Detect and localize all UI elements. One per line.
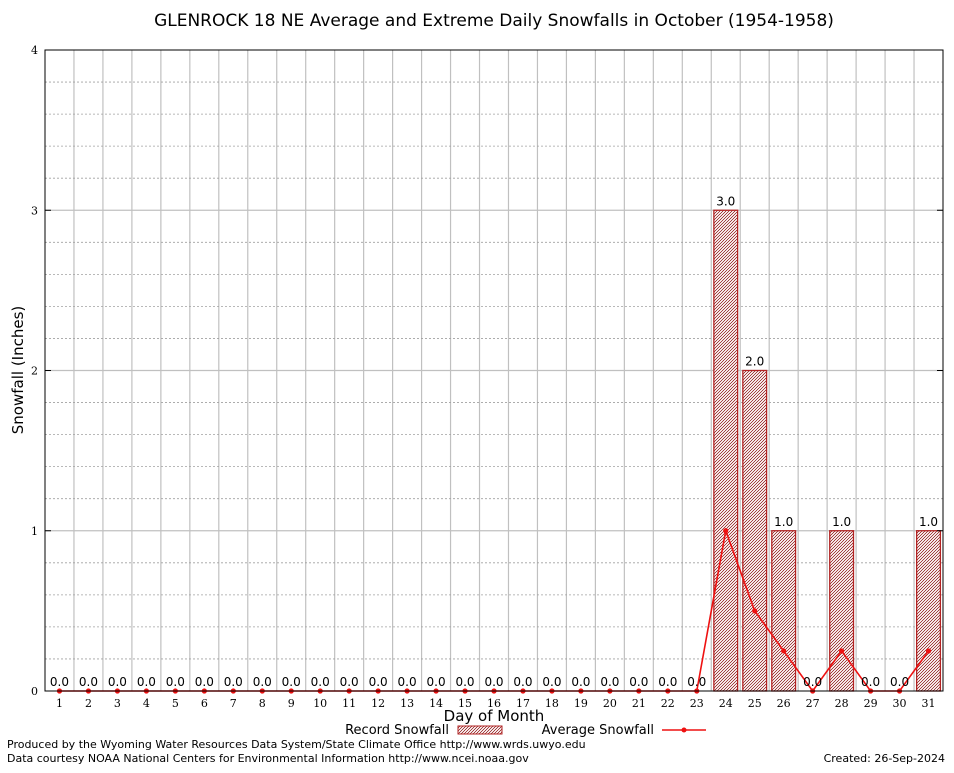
record-value-label: 0.0	[687, 675, 706, 689]
x-tick-label: 5	[172, 697, 179, 710]
record-value-label: 0.0	[629, 675, 648, 689]
record-value-label: 0.0	[803, 675, 822, 689]
record-value-label: 0.0	[79, 675, 98, 689]
y-tick-label: 4	[31, 44, 38, 57]
record-value-label: 0.0	[484, 675, 503, 689]
x-tick-label: 25	[748, 697, 762, 710]
record-value-label: 0.0	[600, 675, 619, 689]
record-value-label: 1.0	[774, 515, 793, 529]
record-value-label: 0.0	[369, 675, 388, 689]
x-tick-label: 4	[143, 697, 150, 710]
x-tick-label: 7	[230, 697, 237, 710]
x-tick-label: 21	[632, 697, 646, 710]
record-value-label: 0.0	[890, 675, 909, 689]
record-snowfall-bar	[742, 369, 768, 692]
record-value-label: 0.0	[166, 675, 185, 689]
x-tick-label: 27	[806, 697, 820, 710]
y-axis-label: Snowfall (Inches)	[9, 306, 27, 434]
record-value-label: 2.0	[745, 355, 764, 369]
average-snowfall-point	[925, 648, 932, 654]
record-value-label: 0.0	[108, 675, 127, 689]
x-tick-label: 3	[114, 697, 121, 710]
y-tick-label: 2	[31, 365, 38, 378]
average-snowfall-point	[723, 528, 729, 534]
x-tick-label: 1	[56, 697, 63, 710]
record-value-label: 0.0	[195, 675, 214, 689]
x-tick-label: 13	[400, 697, 414, 710]
x-axis-label: Day of Month	[444, 707, 545, 725]
average-snowfall-point	[839, 648, 845, 654]
x-tick-label: 12	[371, 697, 385, 710]
footer-data-courtesy: Data courtesy NOAA National Centers for …	[7, 752, 529, 765]
x-tick-label: 8	[259, 697, 266, 710]
x-tick-label: 22	[661, 697, 675, 710]
x-tick-label: 14	[429, 697, 443, 710]
record-snowfall-bar	[829, 530, 855, 692]
x-tick-label: 19	[574, 697, 588, 710]
record-value-label: 0.0	[861, 675, 880, 689]
record-value-label: 0.0	[253, 675, 272, 689]
record-value-label: 1.0	[919, 515, 938, 529]
average-snowfall-line	[56, 527, 932, 694]
grid	[45, 50, 943, 691]
x-axis-ticks: 1 2 3 4 5 6 7 8 9 10 11 12 13 14 15 16 17 18 19 20 21 22 23 24 2…	[56, 697, 936, 710]
x-tick-label: 24	[719, 697, 733, 710]
x-tick-label: 28	[835, 697, 849, 710]
x-tick-label: 18	[545, 697, 559, 710]
record-snowfall-bar	[771, 530, 797, 692]
legend: Record Snowfall Average Snowfall	[345, 723, 706, 738]
x-tick-label: 16	[487, 697, 501, 710]
x-tick-label: 6	[201, 697, 208, 710]
value-labels: 0.0 0.0 0.0 0.0 0.0 0.0 0.0 0.0 0.0 0.0 0.0 0.0 0.0 0…	[50, 194, 938, 689]
record-value-label: 0.0	[571, 675, 590, 689]
record-value-label: 0.0	[137, 675, 156, 689]
record-value-label: 0.0	[50, 675, 69, 689]
record-value-label: 0.0	[427, 675, 446, 689]
x-tick-label: 15	[458, 697, 472, 710]
footer-created-date: Created: 26-Sep-2024	[824, 752, 945, 765]
record-value-label: 0.0	[542, 675, 561, 689]
x-tick-label: 2	[85, 697, 92, 710]
legend-average-label: Average Snowfall	[542, 723, 654, 738]
average-snowfall-point	[781, 648, 787, 654]
x-tick-label: 23	[690, 697, 704, 710]
record-value-label: 0.0	[658, 675, 677, 689]
chart-title: GLENROCK 18 NE Average and Extreme Daily…	[154, 11, 834, 31]
record-value-label: 0.0	[224, 675, 243, 689]
x-tick-label: 17	[516, 697, 530, 710]
record-value-label: 0.0	[311, 675, 330, 689]
x-tick-label: 20	[603, 697, 617, 710]
y-tick-label: 3	[31, 204, 38, 217]
record-snowfall-bars	[713, 209, 942, 692]
x-tick-label: 29	[864, 697, 878, 710]
record-value-label: 0.0	[398, 675, 417, 689]
y-tick-label: 1	[31, 525, 38, 538]
record-value-label: 3.0	[716, 194, 735, 208]
x-tick-label: 11	[342, 697, 356, 710]
legend-record-swatch	[457, 725, 503, 735]
x-tick-label: 31	[922, 697, 936, 710]
x-tick-label: 9	[288, 697, 295, 710]
x-tick-label: 10	[313, 697, 327, 710]
y-axis-ticks: 0 1 2 3 4	[31, 44, 943, 698]
record-value-label: 0.0	[513, 675, 532, 689]
record-value-label: 0.0	[282, 675, 301, 689]
legend-average-marker	[681, 727, 687, 733]
y-tick-label: 0	[31, 685, 38, 698]
record-snowfall-bar	[713, 209, 739, 692]
record-snowfall-bar	[915, 530, 942, 692]
record-value-label: 1.0	[832, 515, 851, 529]
record-value-label: 0.0	[455, 675, 474, 689]
record-value-label: 0.0	[340, 675, 359, 689]
x-tick-label: 30	[893, 697, 907, 710]
average-snowfall-point	[752, 608, 758, 614]
footer-produced-by: Produced by the Wyoming Water Resources …	[7, 738, 586, 751]
legend-record-label: Record Snowfall	[345, 723, 449, 738]
x-tick-label: 26	[777, 697, 791, 710]
